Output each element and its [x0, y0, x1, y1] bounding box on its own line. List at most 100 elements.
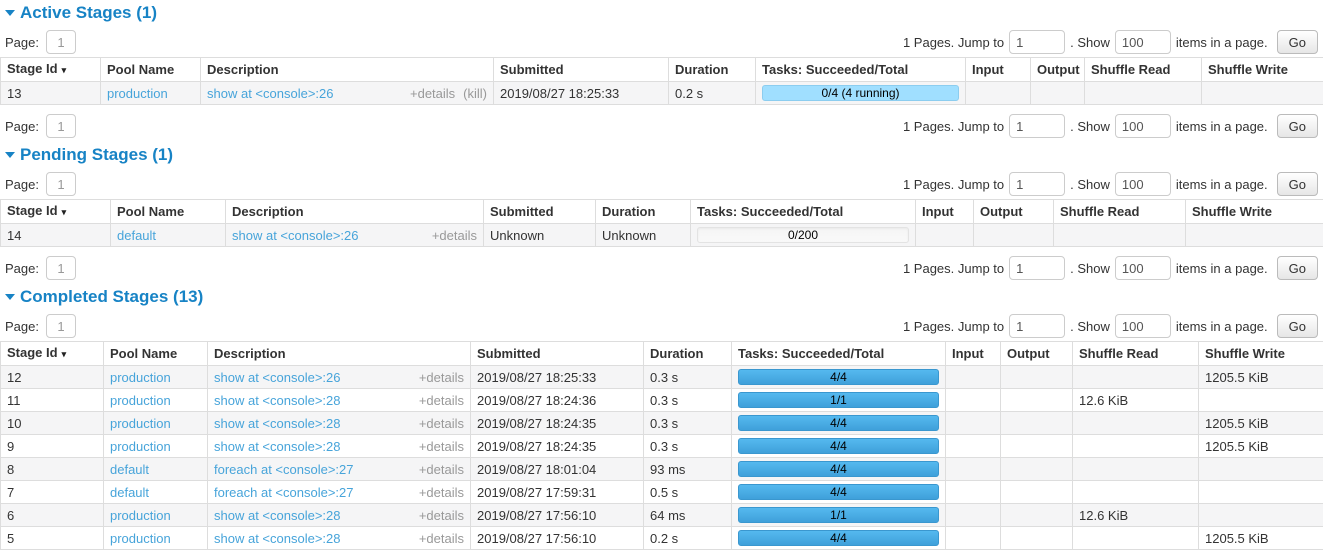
pool-link[interactable]: default [110, 484, 150, 500]
column-header-desc[interactable]: Description [225, 199, 484, 224]
section-header-pending[interactable]: Pending Stages (1) [5, 146, 1323, 163]
column-header-shuffle_write[interactable]: Shuffle Write [1201, 57, 1323, 82]
column-header-pool[interactable]: Pool Name [100, 57, 201, 82]
page-number-input[interactable] [45, 114, 76, 138]
details-toggle[interactable]: +details [431, 227, 477, 243]
page-size-input[interactable] [1114, 172, 1171, 196]
stage-description-link[interactable]: foreach at <console>:27 [214, 484, 354, 500]
pool-link[interactable]: production [107, 85, 168, 101]
column-header-submitted[interactable]: Submitted [483, 199, 596, 224]
details-toggle[interactable]: +details [418, 484, 464, 500]
page-number-input[interactable] [45, 30, 76, 54]
go-button[interactable]: Go [1276, 256, 1318, 280]
stage-description-link[interactable]: show at <console>:28 [214, 392, 341, 408]
go-button[interactable]: Go [1276, 172, 1318, 196]
column-header-input[interactable]: Input [915, 199, 974, 224]
page-number-input[interactable] [45, 314, 76, 338]
stage_id-value: 12 [7, 369, 22, 385]
column-header-stage_id[interactable]: Stage Id ▾ [0, 341, 104, 366]
jump-to-page-input[interactable] [1009, 30, 1066, 54]
kill-link[interactable]: (kill) [463, 85, 487, 101]
pages-count-text: 1 Pages. Jump to [902, 118, 1005, 134]
pool-link[interactable]: default [117, 227, 157, 243]
cell-tasks: 4/4 [731, 411, 946, 435]
pool-link[interactable]: production [110, 369, 171, 385]
page-number-input[interactable] [45, 172, 76, 196]
stage-description-link[interactable]: show at <console>:28 [214, 530, 341, 546]
column-header-shuffle_write[interactable]: Shuffle Write [1185, 199, 1323, 224]
column-header-pool[interactable]: Pool Name [103, 341, 208, 366]
page-size-input[interactable] [1114, 314, 1171, 338]
column-header-desc[interactable]: Description [207, 341, 471, 366]
column-header-submitted[interactable]: Submitted [493, 57, 669, 82]
duration-value: Unknown [602, 227, 657, 243]
column-header-duration[interactable]: Duration [668, 57, 756, 82]
column-header-output[interactable]: Output [973, 199, 1054, 224]
stage-description-link[interactable]: show at <console>:26 [207, 85, 334, 101]
column-header-shuffle_read[interactable]: Shuffle Read [1084, 57, 1202, 82]
jump-to-page-input[interactable] [1009, 256, 1066, 280]
section-header-completed[interactable]: Completed Stages (13) [5, 288, 1323, 305]
section-header-active[interactable]: Active Stages (1) [5, 4, 1323, 21]
column-header-desc[interactable]: Description [200, 57, 494, 82]
jump-to-page-input[interactable] [1009, 314, 1066, 338]
jump-to-page-input[interactable] [1009, 172, 1066, 196]
pagination-top: Page: 1 Pages. Jump to . Show items in a pa… [5, 313, 1318, 339]
cell-shuffle_write: 1205.5 KiB [1198, 411, 1323, 435]
go-button[interactable]: Go [1276, 30, 1318, 54]
details-toggle[interactable]: +details [410, 85, 456, 101]
page-size-input[interactable] [1114, 30, 1171, 54]
column-header-shuffle_write[interactable]: Shuffle Write [1198, 341, 1323, 366]
cell-output [973, 223, 1054, 247]
pool-link[interactable]: production [110, 438, 171, 454]
column-header-tasks[interactable]: Tasks: Succeeded/Total [731, 341, 946, 366]
table-header-row: Stage Id ▾ Pool Name Description Submitted Du… [0, 199, 1323, 224]
stage-description-link[interactable]: show at <console>:26 [232, 227, 359, 243]
column-header-stage_id[interactable]: Stage Id ▾ [0, 199, 111, 224]
jump-to-page-input[interactable] [1009, 114, 1066, 138]
details-toggle[interactable]: +details [418, 461, 464, 477]
stage_id-value: 14 [7, 227, 22, 243]
column-header-duration[interactable]: Duration [643, 341, 732, 366]
column-header-shuffle_read[interactable]: Shuffle Read [1072, 341, 1199, 366]
stage-description-link[interactable]: show at <console>:28 [214, 438, 341, 454]
details-toggle[interactable]: +details [418, 415, 464, 431]
go-button[interactable]: Go [1276, 114, 1318, 138]
stage-description-link[interactable]: foreach at <console>:27 [214, 461, 354, 477]
details-toggle[interactable]: +details [418, 530, 464, 546]
pool-link[interactable]: default [110, 461, 150, 477]
column-header-pool[interactable]: Pool Name [110, 199, 226, 224]
cell-input [945, 480, 1001, 504]
pool-link[interactable]: production [110, 415, 171, 431]
page-size-input[interactable] [1114, 114, 1171, 138]
cell-submitted: 2019/08/27 18:24:36 [470, 388, 644, 412]
details-toggle[interactable]: +details [418, 438, 464, 454]
column-header-output[interactable]: Output [1000, 341, 1073, 366]
column-header-stage_id[interactable]: Stage Id ▾ [0, 57, 101, 82]
column-header-input[interactable]: Input [965, 57, 1031, 82]
page-size-input[interactable] [1114, 256, 1171, 280]
column-header-duration[interactable]: Duration [595, 199, 691, 224]
pool-link[interactable]: production [110, 530, 171, 546]
details-toggle[interactable]: +details [418, 507, 464, 523]
column-header-tasks[interactable]: Tasks: Succeeded/Total [755, 57, 966, 82]
column-header-output[interactable]: Output [1030, 57, 1085, 82]
cell-pool: production [103, 526, 208, 550]
details-toggle[interactable]: +details [418, 392, 464, 408]
stage-description-link[interactable]: show at <console>:28 [214, 415, 341, 431]
description-cell: show at <console>:26 +details [232, 228, 477, 243]
details-toggle[interactable]: +details [418, 369, 464, 385]
column-header-tasks[interactable]: Tasks: Succeeded/Total [690, 199, 916, 224]
pool-link[interactable]: production [110, 392, 171, 408]
submitted-value: 2019/08/27 18:25:33 [477, 369, 597, 385]
column-header-input[interactable]: Input [945, 341, 1001, 366]
pool-link[interactable]: production [110, 507, 171, 523]
page-number-input[interactable] [45, 256, 76, 280]
column-header-submitted[interactable]: Submitted [470, 341, 644, 366]
stage-description-link[interactable]: show at <console>:26 [214, 369, 341, 385]
tasks-progress-bar: 4/4 [738, 369, 939, 385]
cell-output [1030, 81, 1085, 105]
stage-description-link[interactable]: show at <console>:28 [214, 507, 341, 523]
go-button[interactable]: Go [1276, 314, 1318, 338]
column-header-shuffle_read[interactable]: Shuffle Read [1053, 199, 1186, 224]
